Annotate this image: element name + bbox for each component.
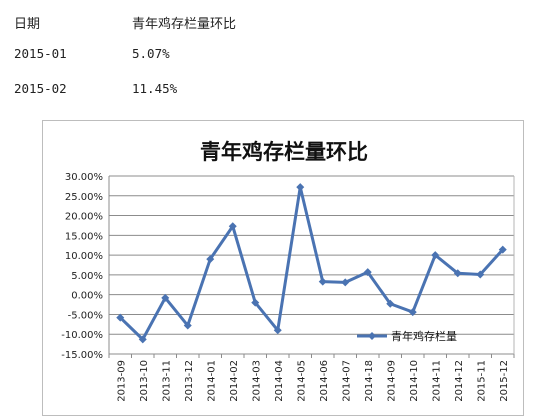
data-point [251,298,260,307]
x-tick-label: 2013-10 [139,360,150,402]
data-point [498,245,507,254]
y-tick-label: -15.00% [61,350,103,361]
y-tick-label: -10.00% [61,330,103,341]
series-line [119,185,504,341]
table-header-row: 日期 青年鸡存栏量环比 [0,13,537,33]
row-value: 11.45% [132,81,178,96]
y-tick-label: 0.00% [71,291,103,302]
data-point [161,293,170,302]
table-row: 2015-01 5.07% [0,46,537,66]
data-point [453,269,462,278]
x-tick-label: 2014-01 [206,360,217,402]
row-date: 2015-02 [14,81,67,96]
legend-marker [368,332,376,340]
data-point [138,335,147,344]
header-ratio: 青年鸡存栏量环比 [132,17,237,32]
row-date: 2015-01 [14,46,67,61]
data-point [296,183,305,192]
header-date: 日期 [14,17,41,32]
x-tick-label: 2014-07 [341,360,352,402]
x-tick-label: 2014-11 [431,360,442,402]
x-tick-label: 2014-06 [319,360,330,402]
legend-label: 青年鸡存栏量 [391,329,457,343]
x-tick-label: 2013-11 [161,360,172,402]
y-tick-label: 10.00% [65,251,103,262]
x-tick-label: 2015-11 [476,360,487,402]
x-tick-label: 2014-18 [364,360,375,402]
data-point [363,268,372,277]
data-point [476,270,485,279]
line-chart: 青年鸡存栏量环比 30.00% 25.00% 20.00% 15.00% 10.00% 5.… [61,140,515,402]
data-point [183,321,192,330]
x-tick-label: 2014-10 [409,360,420,402]
data-point [116,313,125,322]
data-point [408,308,417,317]
y-tick-label: 20.00% [65,212,103,223]
x-tick-label: 2014-12 [454,360,465,402]
y-tick-label: 5.00% [71,271,103,282]
x-tick-label: 2014-04 [274,360,285,402]
x-tick-label: 2013-09 [116,360,127,402]
x-tick-label: 2014-03 [251,360,262,402]
y-tick-label: 25.00% [65,192,103,203]
y-tick-label: 30.00% [65,172,103,183]
row-value: 5.07% [132,46,170,61]
x-tick-label: 2014-02 [229,360,240,402]
x-tick-label: 2015-12 [499,360,510,402]
chart-frame: 青年鸡存栏量环比 30.00% 25.00% 20.00% 15.00% 10.00% 5.… [42,120,524,416]
x-tick-label: 2014-09 [386,360,397,402]
data-point [273,326,282,335]
data-point [341,278,350,287]
x-tick-label: 2014-05 [296,360,307,402]
y-tick-label: -5.00% [68,310,103,321]
data-point [386,299,395,308]
y-tick-label: 15.00% [65,231,103,242]
data-point [431,251,440,260]
x-tick-label: 2013-12 [184,360,195,402]
data-point [228,222,237,231]
table-row: 2015-02 11.45% [0,81,537,101]
chart-title: 青年鸡存栏量环比 [200,140,368,164]
data-point [318,277,327,286]
